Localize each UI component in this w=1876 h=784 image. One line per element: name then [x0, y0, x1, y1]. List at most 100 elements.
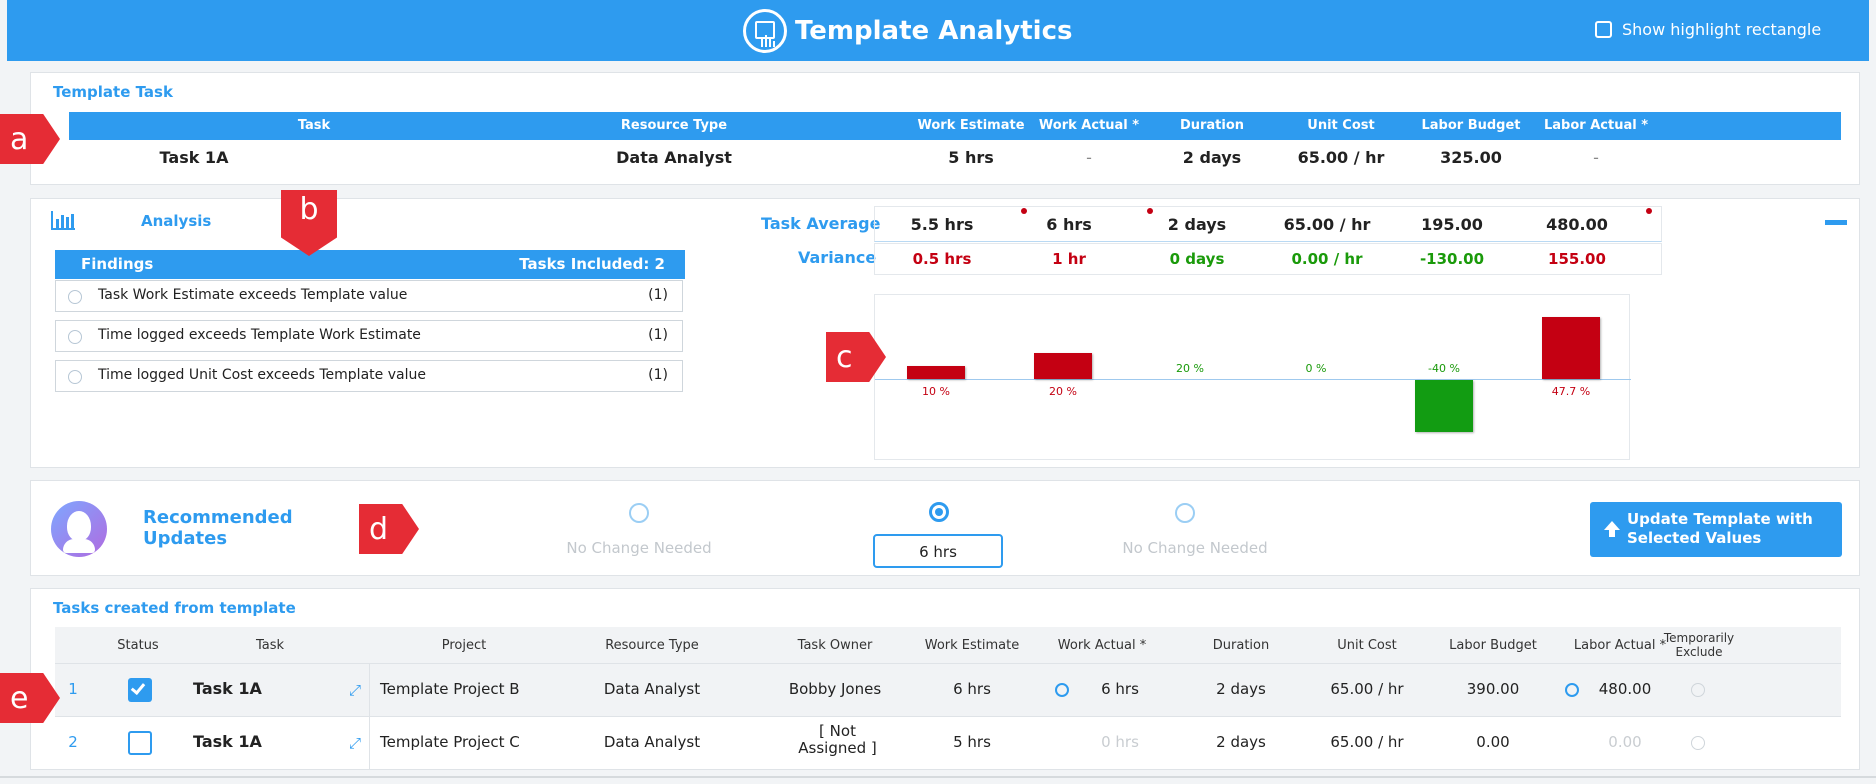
th-unit-cost: Unit Cost — [1337, 638, 1397, 653]
option-2-radio[interactable] — [929, 502, 949, 522]
col-unit-cost: Unit Cost — [1307, 118, 1375, 133]
work-actual: - — [1086, 148, 1092, 167]
chart-bar — [907, 366, 965, 379]
option-2-value-field[interactable]: 6 hrs — [873, 534, 1003, 568]
col-labor-actual: Labor Actual * — [1543, 118, 1649, 133]
th-work-actual: Work Actual * — [1057, 638, 1147, 653]
avg-work-actual: 6 hrs — [1046, 215, 1092, 234]
findings-header: Findings Tasks Included: 2 — [55, 250, 685, 279]
chart-bar-label: 20 % — [1049, 385, 1077, 398]
col-work-estimate: Work Estimate — [917, 118, 1025, 133]
var-unit-cost: 0.00 / hr — [1291, 250, 1363, 268]
clock-icon — [1055, 683, 1069, 697]
radio-icon[interactable] — [68, 290, 82, 304]
duration: 2 days — [1182, 148, 1242, 167]
avg-labor-budget: 195.00 — [1421, 215, 1483, 234]
var-work-estimate: 0.5 hrs — [912, 250, 972, 268]
row-resource-type: Data Analyst — [603, 680, 701, 698]
finding-text: Time logged Unit Cost exceeds Template v… — [98, 367, 426, 383]
row-resource-type: Data Analyst — [603, 733, 701, 751]
col-task: Task — [297, 118, 331, 133]
th-duration: Duration — [1212, 638, 1270, 653]
unit-cost: 65.00 / hr — [1297, 148, 1385, 167]
table-row[interactable]: 2 Task 1A ⤢ Template Project C Data Anal… — [55, 716, 1841, 770]
update-template-button[interactable]: Update Template with Selected Values — [1590, 502, 1842, 557]
var-labor-actual: 155.00 — [1548, 250, 1606, 268]
row-work-estimate: 6 hrs — [953, 680, 991, 698]
checkbox-icon[interactable] — [1595, 21, 1612, 38]
status-checkbox[interactable] — [128, 731, 152, 755]
th-labor-budget: Labor Budget — [1449, 638, 1537, 653]
task-name: Task 1A — [159, 148, 229, 167]
row-duration: 2 days — [1216, 680, 1266, 698]
row-number: 1 — [68, 680, 78, 698]
tasks-from-template-title: Tasks created from template — [53, 599, 296, 617]
finding-item[interactable]: Time logged exceeds Template Work Estima… — [55, 320, 683, 352]
variance-label: Variance — [798, 248, 877, 267]
option-3-radio[interactable] — [1175, 503, 1195, 523]
collapse-icon[interactable] — [1825, 220, 1847, 225]
row-task-owner: Bobby Jones — [788, 680, 882, 698]
th-temporarily-exclude: Temporarily Exclude — [1663, 631, 1735, 659]
open-link-icon[interactable]: ⤢ — [349, 734, 362, 752]
row-work-actual: 6 hrs — [1101, 680, 1139, 698]
bottom-divider — [0, 776, 1876, 778]
radio-icon[interactable] — [68, 330, 82, 344]
show-highlight-toggle[interactable]: Show highlight rectangle — [1595, 20, 1821, 39]
row-task: Task 1A — [193, 732, 262, 751]
chart-bar — [1034, 353, 1092, 379]
row-unit-cost: 65.00 / hr — [1330, 680, 1404, 698]
resource-type: Data Analyst — [616, 148, 732, 167]
finding-item[interactable]: Time logged Unit Cost exceeds Template v… — [55, 360, 683, 392]
labor-budget: 325.00 — [1440, 148, 1502, 167]
th-resource-type: Resource Type — [605, 638, 699, 653]
exclude-icon[interactable] — [1691, 683, 1705, 697]
tasks-included: Tasks Included: 2 — [519, 255, 665, 273]
finding-count: (1) — [648, 287, 668, 303]
table-row[interactable]: 1 Task 1A ⤢ Template Project B Data Anal… — [55, 663, 1841, 717]
finding-count: (1) — [648, 327, 668, 343]
row-number: 2 — [68, 733, 78, 751]
row-project: Template Project B — [380, 680, 520, 698]
analysis-title: Analysis — [141, 212, 212, 230]
row-labor-budget: 390.00 — [1466, 680, 1520, 698]
var-work-actual: 1 hr — [1052, 250, 1086, 268]
open-link-icon[interactable]: ⤢ — [349, 681, 362, 699]
bar-chart-icon — [51, 211, 75, 231]
app-title: Template Analytics — [743, 9, 1072, 53]
alert-dot-icon — [1646, 208, 1652, 214]
analytics-icon — [743, 9, 787, 53]
option-1-radio[interactable] — [629, 503, 649, 523]
show-highlight-label: Show highlight rectangle — [1622, 20, 1822, 39]
finding-item[interactable]: Task Work Estimate exceeds Template valu… — [55, 280, 683, 312]
alert-dot-icon — [1021, 208, 1027, 214]
th-project: Project — [441, 638, 487, 653]
chart-bar-label: 0 % — [1305, 362, 1327, 375]
template-task-header-row: Task Resource Type Work Estimate Work Ac… — [69, 112, 1841, 140]
title-bar: Template Analytics Show highlight rectan… — [7, 0, 1869, 61]
template-task-row: Task 1A Data Analyst 5 hrs - 2 days 65.0… — [69, 140, 1841, 174]
chart-baseline — [875, 379, 1631, 380]
row-task-owner: [ Not Assigned ] — [798, 722, 877, 757]
th-task-owner: Task Owner — [797, 638, 873, 653]
variance-row: 0.5 hrs 1 hr 0 days 0.00 / hr -130.00 15… — [874, 243, 1662, 275]
update-template-label: Update Template with Selected Values — [1627, 510, 1813, 547]
assistant-avatar-icon — [51, 501, 107, 557]
alert-dot-icon — [1147, 208, 1153, 214]
avg-labor-actual: 480.00 — [1546, 215, 1608, 234]
row-labor-actual: 0.00 — [1608, 733, 1642, 751]
row-work-actual: 0 hrs — [1101, 733, 1139, 751]
exclude-icon[interactable] — [1691, 736, 1705, 750]
template-task-title: Template Task — [53, 83, 173, 101]
chart-bar-label: -40 % — [1428, 362, 1460, 375]
finding-text: Task Work Estimate exceeds Template valu… — [98, 287, 408, 303]
radio-icon[interactable] — [68, 370, 82, 384]
row-labor-actual: 480.00 — [1598, 680, 1652, 698]
arrow-up-icon — [1604, 521, 1620, 530]
chart-bar — [1542, 316, 1600, 379]
th-labor-actual: Labor Actual * — [1573, 638, 1667, 653]
avg-work-estimate: 5.5 hrs — [910, 215, 974, 234]
status-checkbox-checked[interactable] — [128, 678, 152, 702]
variance-chart: 10 % 20 % 20 % 0 % -40 % 47.7 % — [874, 294, 1631, 460]
finding-count: (1) — [648, 367, 668, 383]
